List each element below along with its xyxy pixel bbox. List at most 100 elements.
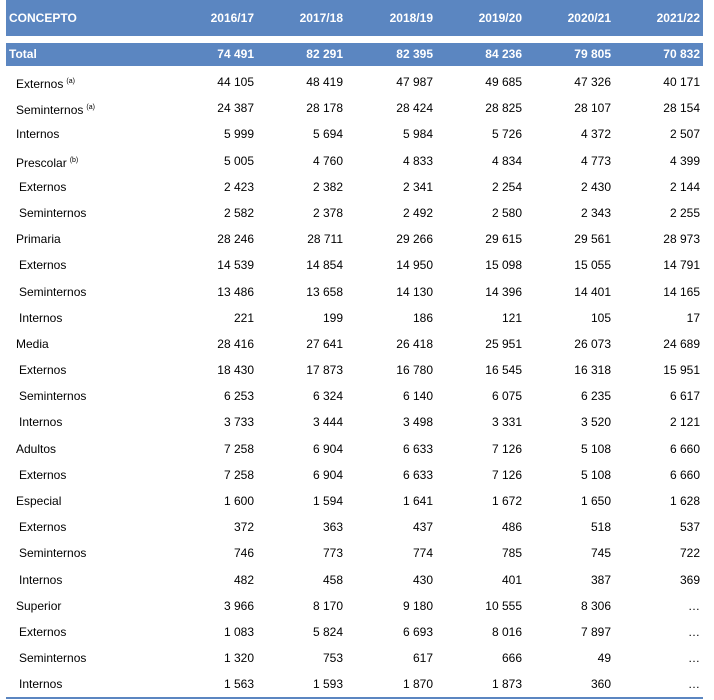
row-value: 13 486 (217, 284, 254, 299)
row-value: 8 170 (312, 598, 343, 613)
row-label-text: Seminternos (16, 103, 84, 118)
row-label: Seminternos (a) (16, 95, 95, 121)
row-value: 6 633 (402, 441, 433, 456)
row-value: 29 615 (485, 232, 522, 247)
row-value: 2 144 (669, 179, 700, 194)
table-row: Internos 1 563 1 593 1 870 1 873 360… (6, 671, 703, 697)
row-value: 47 326 (574, 75, 611, 89)
total-value: 70 832 (663, 47, 700, 61)
row-value: 722 (679, 546, 700, 561)
row-value: 2 254 (491, 179, 522, 194)
row-label: Externos (19, 357, 66, 383)
row-value: 458 (322, 572, 343, 587)
row-value: 47 987 (396, 75, 433, 89)
row-value: 753 (322, 651, 343, 666)
row-value: 26 418 (396, 336, 433, 351)
row-value: 105 (590, 310, 611, 325)
row-value: 5 108 (580, 467, 611, 482)
row-value: 617 (412, 651, 433, 666)
row-value: 9 180 (402, 598, 433, 613)
row-value: 537 (679, 520, 700, 535)
row-value: 28 178 (306, 101, 343, 116)
row-value: … (688, 677, 700, 692)
row-value: 6 235 (580, 389, 611, 404)
row-value: 6 660 (669, 467, 700, 482)
row-value: 7 258 (223, 467, 254, 482)
row-label: Externos (19, 462, 66, 488)
row-label-text: Externos (19, 624, 67, 639)
row-value: 4 399 (669, 153, 700, 168)
row-value: 745 (590, 546, 611, 561)
row-label: Internos (19, 671, 62, 697)
row-label-text: Primaria (16, 232, 61, 247)
table-row: Externos 14 539 14 854 14 950 15 098 15 055 14… (6, 252, 703, 278)
table-row: Media 28 416 27 641 26 418 25 951 26 073 24 68… (6, 331, 703, 357)
row-value: 7 897 (580, 624, 611, 639)
row-label-text: Seminternos (19, 389, 87, 404)
row-label-text: Adultos (16, 441, 57, 456)
row-value: 24 689 (663, 336, 700, 351)
table-row: Seminternos 6 253 6 324 6 140 6 075 6 235 6 61… (6, 383, 703, 409)
row-value: 14 165 (663, 284, 700, 299)
table-header: CONCEPTO 2016/17 2017/18 2018/19 2019/20… (6, 0, 703, 36)
row-value: 6 660 (669, 441, 700, 456)
row-value: 2 341 (402, 179, 433, 194)
total-value: 82 395 (396, 47, 433, 61)
row-label-text: Externos (19, 258, 67, 273)
row-value: 2 430 (580, 179, 611, 194)
row-value: 6 693 (402, 624, 433, 639)
row-value: … (688, 624, 700, 639)
row-label-text: Externos (19, 363, 67, 378)
row-value: 28 246 (217, 232, 254, 247)
row-value: 437 (412, 520, 433, 535)
table-row: Seminternos 1 320 753 617 666 49… (6, 645, 703, 671)
year-column-header: 2017/18 (299, 11, 343, 25)
row-value: 2 382 (312, 179, 343, 194)
row-value: 2 343 (580, 205, 611, 220)
row-value: 5 824 (312, 624, 343, 639)
row-value: 221 (233, 310, 254, 325)
row-value: 1 628 (669, 494, 700, 508)
row-label: Seminternos (19, 645, 86, 671)
row-label: Superior (16, 593, 61, 619)
row-value: 430 (412, 572, 433, 587)
row-value: 4 833 (402, 153, 433, 168)
row-value: 6 617 (669, 389, 700, 404)
table-row: Adultos 7 258 6 904 6 633 7 126 5 108 6 660 (6, 436, 703, 462)
row-value: 1 870 (402, 677, 433, 692)
table-row: Seminternos (a) 24 387 28 178 28 424 28 825 28… (6, 95, 703, 121)
row-value: 2 121 (669, 415, 700, 430)
row-value: 14 130 (396, 284, 433, 299)
row-value: 1 672 (491, 494, 522, 508)
year-column-header: 2018/19 (389, 11, 433, 25)
row-label: Seminternos (19, 540, 86, 566)
row-label: Externos (19, 252, 66, 278)
row-value: 49 (597, 651, 611, 666)
row-value: 17 873 (306, 363, 343, 378)
row-label-text: Externos (16, 77, 64, 91)
row-value: 10 555 (485, 598, 522, 613)
row-value: 2 255 (669, 205, 700, 220)
row-value: 14 950 (396, 258, 433, 273)
table-row: Internos 221 199 186 121 105 17 (6, 305, 703, 331)
row-value: 773 (322, 546, 343, 561)
row-value: 666 (501, 651, 522, 666)
row-value: 2 507 (669, 127, 700, 142)
row-value: 6 904 (312, 467, 343, 482)
table-row: Seminternos 746 773 774 785 745 722 (6, 540, 703, 566)
table-body: Externos (a) 44 105 48 419 47 987 49 685 47 32… (6, 69, 703, 698)
table-row: Internos 3 733 3 444 3 498 3 331 3 520 2 121 (6, 409, 703, 435)
row-value: 1 593 (312, 677, 343, 692)
row-value: 3 733 (223, 415, 254, 430)
row-label-text: Externos (19, 179, 67, 194)
row-value: 6 324 (312, 389, 343, 404)
row-value: 3 498 (402, 415, 433, 430)
table-row: Superior 3 966 8 170 9 180 10 555 8 306… (6, 593, 703, 619)
row-label: Seminternos (19, 200, 86, 226)
footnote-marker: (b) (69, 156, 79, 164)
row-value: 372 (233, 520, 254, 535)
total-row: Total 74 491 82 291 82 395 84 236 79 805… (6, 43, 703, 66)
year-column-header: 2016/17 (210, 11, 254, 25)
row-value: 44 105 (217, 75, 254, 89)
row-value: 29 266 (396, 232, 433, 247)
